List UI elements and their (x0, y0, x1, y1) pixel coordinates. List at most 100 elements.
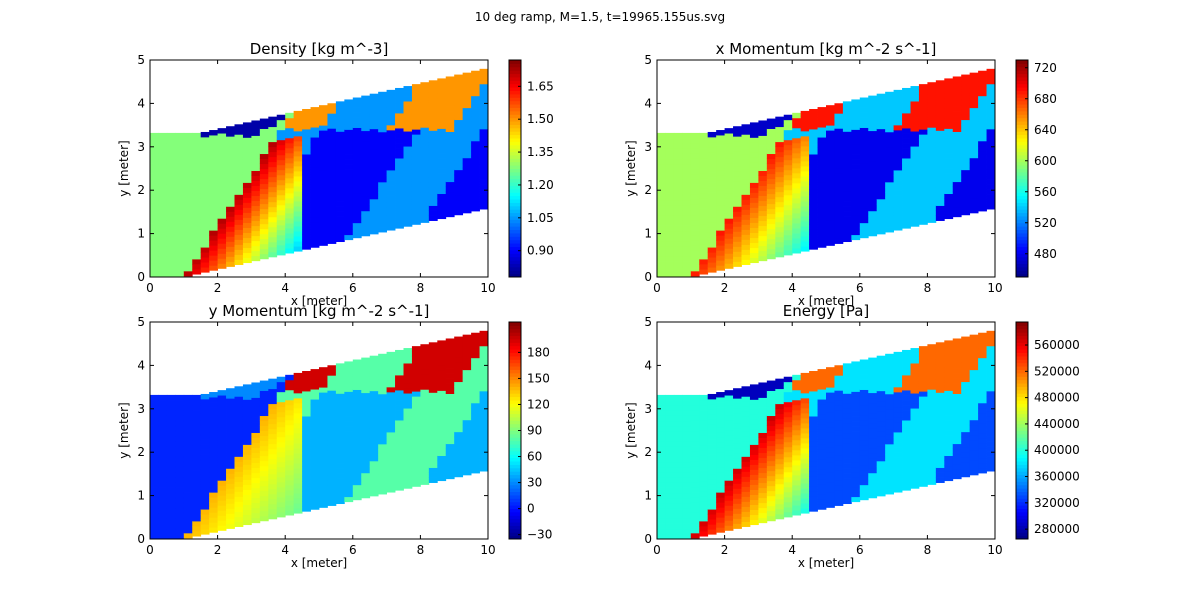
heatmap-cell (445, 408, 455, 415)
heatmap-cell (733, 196, 742, 202)
heatmap-cell (158, 189, 168, 196)
colorbar-step (1016, 209, 1028, 214)
colorbar-step (1016, 205, 1028, 210)
heatmap-cell (809, 179, 818, 185)
heatmap-cell (809, 219, 818, 225)
heatmap-cell (961, 361, 971, 368)
heatmap-cell (386, 144, 396, 151)
heatmap-cell (259, 168, 269, 175)
heatmap-cell (454, 456, 464, 463)
heatmap-cell (707, 408, 717, 415)
heatmap-cell (944, 203, 954, 210)
heatmap-cell (352, 404, 362, 411)
heatmap-cell (741, 209, 751, 215)
heatmap-cell (395, 153, 404, 159)
heatmap-cell (428, 125, 438, 131)
heatmap-cell (428, 447, 438, 453)
heatmap-cell (276, 134, 286, 141)
heatmap-cell (226, 146, 235, 152)
colorbar-step (1016, 518, 1028, 523)
heatmap-cell (437, 193, 447, 200)
heatmap-cell (276, 426, 286, 433)
heatmap-cell (851, 109, 861, 115)
heatmap-cell (285, 243, 295, 249)
heatmap-cell (716, 502, 725, 508)
heatmap-cell (471, 447, 480, 454)
colorbar-step (1016, 383, 1028, 387)
heatmap-cell (910, 106, 920, 112)
heatmap-cell (766, 480, 776, 487)
heatmap-cell (749, 212, 759, 218)
heatmap-cell (682, 168, 692, 175)
colorbar-step (1016, 406, 1028, 411)
heatmap-cell (842, 428, 852, 434)
heatmap-cell (234, 139, 244, 145)
heatmap-cell (817, 127, 827, 133)
heatmap-cell (158, 215, 168, 221)
heatmap-cell (834, 238, 844, 244)
colorbar-step (509, 413, 521, 418)
heatmap-cell (986, 138, 996, 145)
heatmap-cell (411, 381, 421, 387)
heatmap-cell (285, 248, 295, 254)
heatmap-cell (479, 405, 489, 412)
heatmap-cell (150, 508, 159, 514)
heatmap-cell (259, 420, 269, 427)
heatmap-cell (826, 472, 835, 478)
heatmap-cell (166, 220, 176, 226)
heatmap-cell (479, 83, 489, 90)
axes-frame (656, 321, 996, 540)
heatmap-cell (445, 111, 455, 117)
heatmap-cell (437, 198, 447, 205)
heatmap-cell (352, 379, 362, 385)
heatmap-cell (352, 102, 362, 108)
heatmap-cell (428, 457, 438, 463)
heatmap-cell (834, 485, 844, 491)
heatmap-cell (437, 420, 447, 426)
heatmap-cell (209, 260, 218, 266)
heatmap-cell (454, 401, 464, 408)
heatmap-cell (183, 235, 193, 241)
heatmap-cell (479, 395, 489, 402)
heatmap-cell (834, 410, 844, 416)
heatmap-cell (234, 456, 244, 462)
heatmap-cell (657, 446, 666, 452)
heatmap-cell (327, 108, 337, 114)
heatmap-cell (986, 113, 996, 120)
heatmap-cell (944, 465, 954, 472)
heatmap-cell (445, 463, 455, 470)
heatmap-cell (335, 111, 345, 117)
heatmap-cell (344, 224, 354, 231)
heatmap-cell (420, 359, 430, 365)
heatmap-cell (251, 185, 261, 192)
colorbar-step (509, 209, 521, 214)
heatmap-cell (310, 137, 320, 143)
heatmap-cell (876, 400, 886, 407)
heatmap-cell (285, 465, 295, 471)
heatmap-cell (809, 456, 818, 462)
colorbar-step (509, 188, 521, 193)
heatmap-cell (386, 401, 396, 408)
heatmap-cell (293, 166, 303, 172)
heatmap-cell (986, 98, 996, 105)
heatmap-cell (386, 119, 396, 126)
heatmap-cell (150, 199, 159, 206)
colorbar-step (1016, 127, 1028, 132)
heatmap-cell (150, 189, 159, 196)
heatmap-cell (800, 438, 810, 444)
heatmap-cell (217, 163, 227, 169)
heatmap-cell (944, 178, 954, 184)
heatmap-cell (285, 500, 295, 506)
heatmap-cell (927, 147, 937, 153)
heatmap-cell (783, 229, 793, 236)
heatmap-cell (352, 202, 362, 209)
heatmap-cell (217, 168, 227, 174)
heatmap-cell (834, 390, 844, 396)
heatmap-cell (766, 158, 776, 165)
colorbar-step (1016, 188, 1028, 193)
heatmap-cell (969, 339, 979, 346)
heatmap-cell (809, 466, 818, 472)
heatmap-cell (471, 468, 480, 474)
heatmap-cell (800, 206, 810, 212)
heatmap-cell (682, 533, 692, 540)
